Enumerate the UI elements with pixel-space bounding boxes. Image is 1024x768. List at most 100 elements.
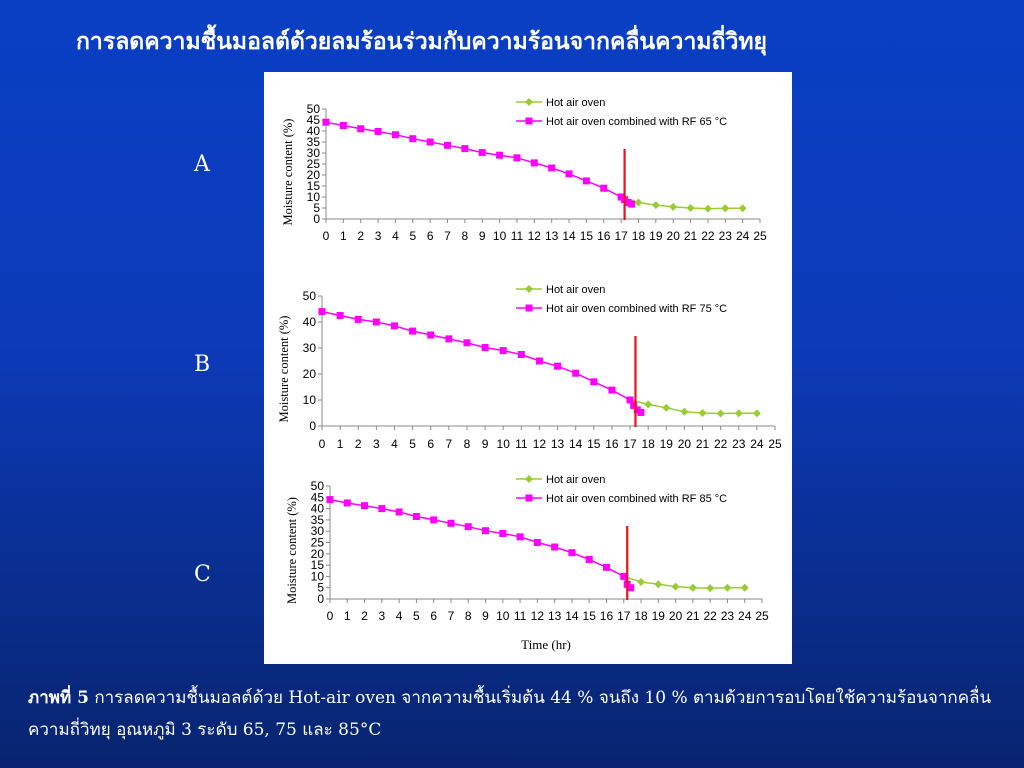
- x-tick-label: 19: [660, 437, 674, 451]
- data-point: [688, 583, 697, 592]
- x-tick-label: 17: [617, 609, 631, 623]
- data-point: [686, 204, 695, 212]
- x-tick-label: 21: [696, 437, 710, 451]
- y-tick-label: 25: [307, 157, 321, 171]
- x-tick-label: 20: [678, 437, 692, 451]
- data-point: [600, 184, 608, 192]
- x-tick-label: 3: [375, 229, 382, 243]
- data-point: [637, 408, 645, 416]
- x-tick-label: 5: [413, 609, 420, 623]
- data-point: [318, 308, 326, 316]
- y-tick-label: 30: [303, 341, 317, 355]
- data-point: [554, 362, 562, 370]
- x-tick-label: 0: [319, 437, 326, 451]
- data-point: [339, 122, 347, 129]
- x-tick-label: 25: [753, 229, 767, 243]
- y-tick-label: 45: [307, 113, 321, 127]
- data-point: [478, 149, 486, 157]
- data-point: [626, 396, 634, 404]
- x-tick-label: 23: [719, 229, 733, 243]
- data-point: [703, 204, 712, 213]
- x-tick-label: 17: [623, 437, 637, 451]
- data-point: [445, 335, 453, 343]
- x-tick-label: 18: [632, 229, 646, 243]
- panel-label-c: C: [194, 562, 211, 587]
- x-tick-label: 10: [493, 229, 507, 243]
- data-point: [630, 401, 638, 409]
- data-point: [651, 201, 660, 210]
- data-point: [513, 154, 521, 162]
- caption-text: การลดความชื้นมอลต์ด้วย Hot-air oven จากค…: [28, 688, 992, 740]
- y-tick-label: 40: [307, 124, 321, 138]
- x-tick-label: 13: [545, 229, 559, 243]
- data-point: [447, 519, 455, 527]
- panel-label-b: B: [194, 352, 211, 377]
- x-tick-label: 3: [373, 437, 380, 451]
- x-tick-label: 18: [634, 609, 648, 623]
- data-point: [706, 584, 715, 593]
- data-point: [378, 505, 386, 513]
- data-point: [426, 138, 434, 146]
- series-line: [321, 310, 642, 414]
- x-tick-label: 7: [445, 437, 452, 451]
- data-point: [499, 347, 507, 355]
- data-point: [698, 409, 707, 417]
- data-point: [634, 198, 643, 207]
- x-tick-label: 6: [430, 609, 437, 623]
- x-tick-label: 0: [327, 609, 334, 623]
- y-tick-label: 10: [307, 190, 321, 204]
- data-point: [716, 409, 725, 418]
- y-tick-label: 50: [311, 479, 325, 493]
- data-point: [427, 331, 435, 339]
- data-point: [740, 583, 749, 592]
- y-axis-label: Moisture content (%): [277, 316, 291, 423]
- x-tick-label: 24: [750, 437, 764, 451]
- y-axis-label: Moisture content (%): [285, 497, 299, 604]
- x-tick-label: 4: [391, 437, 398, 451]
- x-tick-label: 15: [587, 437, 601, 451]
- x-tick-label: 2: [361, 609, 368, 623]
- y-tick-label: 5: [317, 581, 324, 595]
- data-point: [412, 513, 420, 521]
- caption-prefix: ภาพที่ 5: [28, 688, 89, 708]
- x-tick-label: 12: [528, 229, 542, 243]
- data-point: [530, 159, 538, 167]
- data-point: [464, 523, 472, 531]
- x-tick-label: 22: [714, 437, 728, 451]
- data-point: [662, 403, 671, 412]
- x-tick-label: 9: [479, 229, 486, 243]
- y-axis-label: Moisture content (%): [281, 119, 295, 226]
- y-tick-label: 15: [307, 179, 321, 193]
- data-point: [357, 125, 365, 133]
- x-tick-label: 14: [565, 609, 579, 623]
- y-tick-label: 40: [311, 502, 325, 516]
- x-tick-label: 22: [703, 609, 717, 623]
- y-tick-label: 10: [303, 393, 317, 407]
- data-point: [409, 135, 417, 143]
- x-tick-label: 21: [684, 229, 698, 243]
- x-tick-label: 14: [569, 437, 583, 451]
- x-tick-label: 4: [396, 609, 403, 623]
- legend-marker: [525, 304, 533, 312]
- x-tick-label: 5: [409, 437, 416, 451]
- x-tick-label: 10: [496, 609, 510, 623]
- slide-title: การลดความชื้นมอลต์ด้วยลมร้อนร่วมกับความร…: [76, 29, 768, 55]
- data-point: [752, 409, 761, 418]
- data-point: [548, 164, 556, 172]
- x-tick-label: 11: [515, 437, 528, 451]
- legend-label: Hot air oven: [546, 284, 605, 296]
- x-tick-label: 9: [482, 437, 489, 451]
- x-tick-label: 1: [344, 609, 351, 623]
- data-point: [395, 508, 403, 516]
- legend-marker: [525, 494, 533, 502]
- data-point: [738, 204, 747, 213]
- x-tick-label: 16: [597, 229, 611, 243]
- y-tick-label: 50: [307, 102, 321, 116]
- data-point: [585, 555, 593, 563]
- data-point: [582, 177, 590, 185]
- x-tick-label: 0: [323, 229, 330, 243]
- x-tick-label: 20: [669, 609, 683, 623]
- data-point: [590, 378, 598, 386]
- y-tick-label: 30: [311, 524, 325, 538]
- x-tick-label: 15: [580, 229, 594, 243]
